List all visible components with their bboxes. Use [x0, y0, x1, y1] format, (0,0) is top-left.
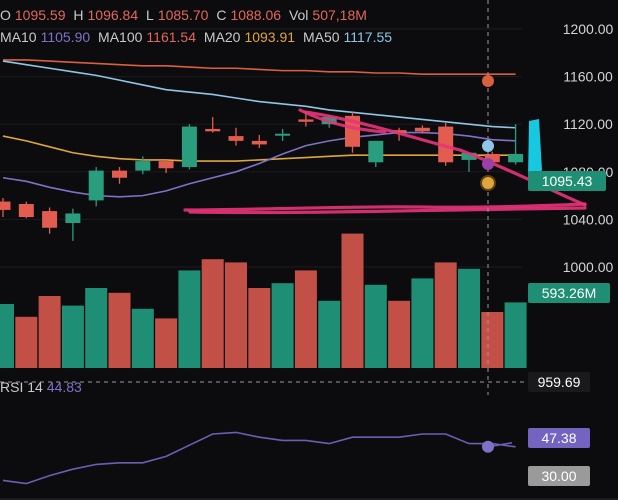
volume-bar	[434, 262, 457, 368]
ma20-line	[2, 135, 516, 162]
candle-body	[65, 213, 81, 223]
candle-body	[205, 128, 221, 132]
rsi-dot	[482, 440, 494, 453]
ma100-dot	[482, 75, 494, 87]
ma10-line	[2, 131, 516, 198]
candle-body	[135, 161, 151, 171]
candle-body	[88, 170, 104, 201]
volume-bar	[504, 302, 527, 368]
annotation-stroke	[183, 202, 587, 212]
volume-bar	[108, 292, 131, 368]
ma50-dot	[482, 140, 494, 152]
low-value: 1085.70	[157, 7, 209, 23]
ma20-label: MA20	[203, 29, 241, 45]
y-tick-label: 1200.00	[563, 21, 614, 37]
volume-bar	[294, 270, 317, 368]
y-tick-label: 1120.00	[563, 116, 613, 132]
candle-body	[42, 211, 58, 228]
volume-bar	[15, 316, 38, 368]
candle-body	[508, 153, 524, 163]
volume-bar	[131, 308, 154, 368]
close-value: 1088.06	[230, 7, 282, 23]
rsi-tag-label: 47.38	[541, 430, 576, 446]
rsi-level-tag	[528, 466, 590, 486]
y-tick-label: 1000.00	[563, 259, 614, 275]
volume-value: 507,18M	[312, 7, 367, 23]
volume-bar	[0, 304, 14, 368]
volume-bar	[481, 312, 504, 368]
volume-label: Vol	[288, 7, 309, 23]
ma10-label: MA10	[0, 29, 37, 45]
candle-body	[18, 203, 34, 218]
high-label: H	[73, 7, 84, 23]
candle-body	[298, 119, 314, 122]
volume-bar	[388, 300, 411, 368]
candle-body	[251, 140, 267, 145]
annotation-stroke	[188, 206, 587, 215]
candle-body	[414, 127, 430, 132]
ma20-dot	[480, 175, 496, 191]
ma50-label: MA50	[302, 29, 340, 45]
rsi-level-label: 30.00	[541, 468, 576, 484]
ma-row: MA10 1105.90 MA100 1161.54 MA20 1093.91 MA5…	[0, 26, 396, 48]
ma10-value: 1105.90	[40, 29, 91, 45]
price-tag-label: 1095.43	[542, 173, 593, 189]
price-tag	[528, 171, 606, 191]
crosshair-tag	[528, 372, 590, 392]
candle-body	[0, 201, 11, 210]
ma50-value: 1117.55	[343, 29, 393, 45]
volume-bar	[85, 288, 108, 368]
ma10-dot	[482, 158, 494, 170]
volume-bar	[201, 259, 224, 368]
ohlc-row: O 1095.59 H 1096.84 L 1085.70 C 1088.06 Vol 5…	[0, 4, 396, 26]
candle-body	[368, 140, 384, 163]
candle-body	[275, 133, 291, 136]
volume-tag	[528, 283, 610, 303]
volume-bar	[411, 278, 434, 368]
cyan-scribble	[528, 119, 542, 182]
rsi-pane	[0, 395, 522, 500]
rsi-legend: RSI 14 44.83	[0, 379, 82, 395]
candle-body	[181, 126, 197, 168]
open-value: 1095.59	[14, 7, 66, 23]
candle-body	[391, 130, 407, 133]
ma50-line	[2, 60, 516, 129]
volume-bar	[61, 305, 84, 368]
candle-body	[112, 170, 127, 178]
volume-bar	[225, 262, 247, 368]
open-label: O	[0, 7, 11, 23]
volume-bar	[178, 270, 201, 368]
candle-body	[484, 153, 500, 163]
volume-bar	[248, 288, 271, 368]
y-tick-label: 1040.00	[563, 211, 614, 227]
rsi-line	[2, 431, 516, 485]
close-label: C	[216, 7, 227, 23]
y-tick-label: 1160.00	[563, 69, 613, 85]
low-label: L	[146, 7, 154, 23]
ma100-line	[3, 59, 516, 75]
volume-bar	[38, 296, 61, 368]
volume-bar	[364, 284, 387, 368]
ohlc-legend: O 1095.59 H 1096.84 L 1085.70 C 1088.06 Vol 5…	[0, 4, 396, 48]
crosshair-tag-label: 959.69	[538, 374, 581, 390]
volume-bar	[458, 268, 480, 368]
ma100-label: MA100	[98, 29, 143, 45]
ma100-value: 1161.54	[146, 29, 196, 45]
volume-tag-label: 593.26M	[542, 285, 596, 301]
rsi-tag	[528, 428, 590, 448]
candle-body	[158, 161, 174, 169]
rsi-label: RSI 14	[0, 379, 43, 395]
volume-bar	[155, 318, 178, 368]
volume-bar	[341, 233, 364, 368]
volume-bar	[318, 300, 341, 368]
candle-body	[228, 136, 244, 141]
candle-body	[461, 152, 477, 160]
volume-bar	[271, 283, 294, 368]
high-value: 1096.84	[87, 7, 139, 23]
ma20-value: 1093.91	[244, 29, 296, 45]
rsi-value: 44.83	[46, 379, 82, 395]
candle-body	[438, 126, 454, 163]
